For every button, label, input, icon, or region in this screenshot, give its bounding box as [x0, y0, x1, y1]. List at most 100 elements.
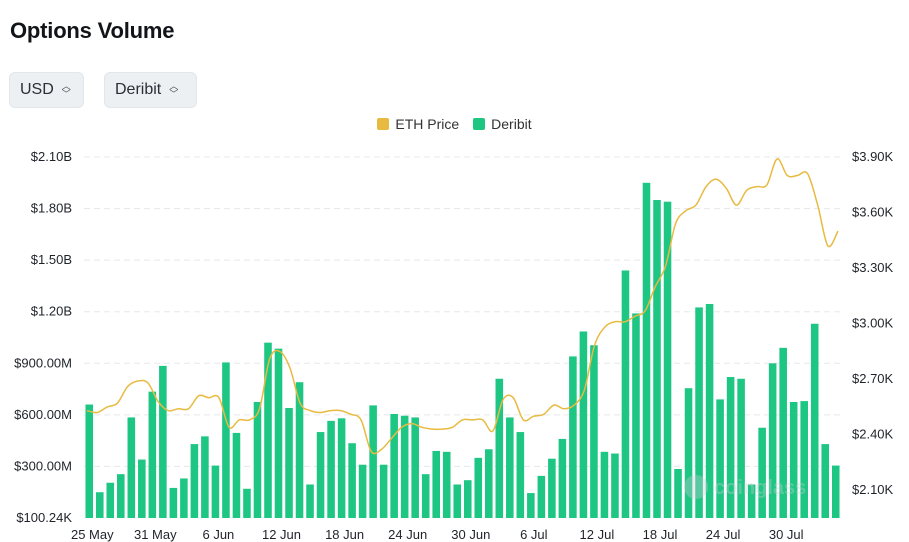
x-tick-label: 30 Jul	[769, 527, 804, 542]
x-tick-label: 30 Jun	[451, 527, 490, 542]
x-tick-label: 25 May	[71, 527, 114, 542]
volume-bar	[285, 407, 293, 518]
coinglass-logo-icon	[684, 475, 708, 499]
volume-bar	[495, 378, 504, 518]
volume-bar	[621, 270, 630, 518]
x-tick-label: 18 Jul	[643, 527, 678, 542]
volume-bar	[831, 465, 840, 518]
chevron-up-down-icon: ︿ ﹀	[169, 81, 179, 99]
y-left-tick-label: $100.24K	[16, 510, 72, 525]
watermark-text: coinglass	[714, 477, 806, 499]
y-right-tick-label: $3.30K	[852, 260, 894, 275]
volume-bar	[390, 414, 398, 518]
x-tick-label: 24 Jun	[388, 527, 427, 542]
volume-bar	[232, 432, 241, 518]
x-tick-label: 12 Jul	[580, 527, 615, 542]
volume-bar	[527, 493, 535, 518]
volume-bar	[442, 451, 451, 518]
legend-item-eth-price[interactable]: ETH Price	[377, 116, 459, 132]
volume-bar	[726, 377, 735, 518]
volume-bar	[747, 484, 756, 518]
legend-label-eth-price: ETH Price	[395, 116, 460, 132]
volume-bar	[779, 347, 787, 518]
legend-item-deribit[interactable]: Deribit	[473, 116, 532, 132]
volume-bar	[316, 432, 325, 518]
volume-bar	[400, 415, 409, 518]
y-left-tick-label: $1.50B	[31, 252, 72, 267]
y-left-tick-label: $1.80B	[31, 201, 72, 216]
volume-bar	[569, 356, 577, 518]
volume-bar	[485, 449, 493, 518]
volume-bar	[716, 399, 724, 518]
currency-select-value: USD	[20, 81, 54, 98]
volume-bar	[138, 459, 146, 518]
volume-bar	[821, 444, 830, 518]
volume-bar	[705, 303, 714, 518]
volume-bar	[337, 418, 346, 518]
volume-bar	[537, 475, 546, 518]
volume-bar	[211, 465, 220, 518]
x-tick-label: 31 May	[134, 527, 177, 542]
volume-bar	[516, 432, 525, 518]
y-right-tick-label: $3.00K	[852, 316, 894, 331]
coinglass-watermark: coinglass	[684, 475, 806, 499]
y-right-tick-label: $3.60K	[852, 205, 894, 220]
volume-bar	[474, 457, 483, 518]
volume-bar	[590, 345, 598, 518]
volume-bar	[95, 492, 104, 518]
volume-bar	[463, 480, 472, 518]
y-right-tick-label: $2.40K	[852, 427, 894, 442]
currency-select[interactable]: USD ︿ ﹀	[9, 72, 84, 108]
volume-bar	[611, 453, 619, 518]
y-left-tick-label: $2.10B	[31, 149, 72, 164]
exchange-select-value: Deribit	[115, 81, 162, 98]
volume-bar	[579, 331, 588, 518]
volume-bar	[243, 488, 251, 518]
volume-bar	[295, 382, 304, 518]
eth-price-swatch	[377, 118, 390, 130]
volume-bar	[117, 474, 125, 518]
volume-bar	[127, 417, 136, 518]
volume-bar	[348, 443, 356, 518]
exchange-select[interactable]: Deribit ︿ ﹀	[104, 72, 197, 108]
volume-bar	[558, 438, 567, 518]
volume-bar	[253, 401, 262, 518]
volume-bar	[411, 417, 419, 518]
volume-bar	[159, 365, 167, 518]
volume-bar	[663, 201, 672, 518]
volume-bar	[695, 307, 703, 518]
x-tick-label: 24 Jul	[706, 527, 741, 542]
x-tick-label: 6 Jun	[202, 527, 234, 542]
volume-bar	[358, 464, 367, 518]
x-tick-label: 12 Jun	[262, 527, 301, 542]
volume-bar	[274, 348, 283, 518]
volume-bar	[148, 391, 157, 518]
volume-bar	[369, 405, 377, 518]
y-right-tick-label: $3.90K	[852, 149, 894, 164]
chart-legend: ETH Price Deribit	[0, 116, 909, 132]
volume-bar	[201, 436, 209, 518]
volume-bar	[432, 450, 440, 518]
volume-bar	[180, 478, 188, 518]
volume-bar	[106, 482, 115, 518]
x-tick-label: 6 Jul	[520, 527, 548, 542]
volume-bar	[85, 404, 94, 518]
y-left-tick-label: $900.00M	[14, 355, 72, 370]
volume-bar	[327, 420, 335, 518]
volume-bar	[264, 342, 272, 518]
x-tick-label: 18 Jun	[325, 527, 364, 542]
volume-bar	[548, 458, 556, 518]
volume-bar	[421, 474, 430, 518]
volume-bar	[379, 464, 388, 518]
volume-bar	[810, 323, 819, 518]
volume-bar	[600, 451, 609, 518]
volume-bar	[684, 388, 693, 518]
deribit-swatch	[473, 118, 486, 130]
volume-bar	[169, 487, 178, 518]
y-left-tick-label: $600.00M	[14, 407, 72, 422]
volume-bar	[453, 484, 462, 518]
volume-bar	[642, 182, 651, 519]
volume-bar	[789, 401, 798, 518]
volume-bar	[190, 444, 199, 518]
